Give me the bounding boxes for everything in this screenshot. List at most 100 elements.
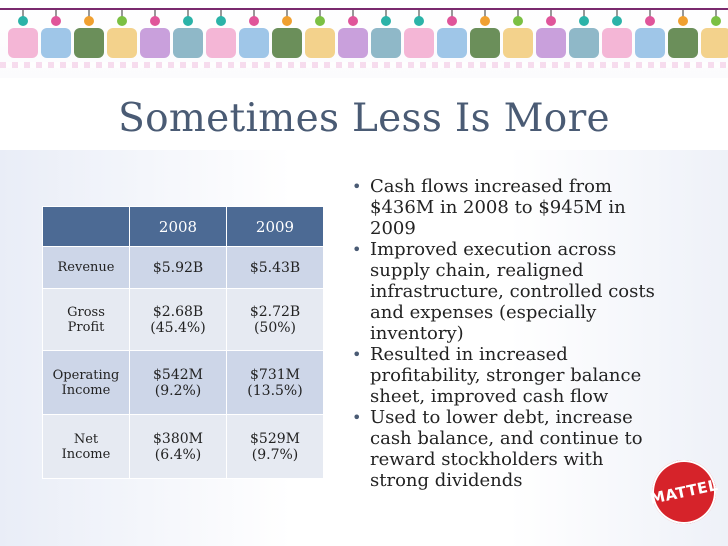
charm-string: [418, 10, 420, 18]
table-header-row: 2008 2009: [42, 206, 324, 247]
cell-line: $2.72B: [249, 303, 301, 320]
bullet-line: Cash flows increased from: [370, 176, 612, 197]
table-cell: $380M (6.4%): [129, 414, 227, 479]
charm-string: [319, 10, 321, 18]
charm-gem: [348, 16, 358, 26]
cell-line: $5.43B: [249, 259, 301, 276]
charm-string: [682, 10, 684, 18]
charm-string: [286, 10, 288, 18]
charm-gem: [249, 16, 259, 26]
table-header-cell: 2008: [129, 206, 227, 247]
row-label: Operating Income: [42, 350, 130, 415]
table-cell: $5.43B: [226, 246, 324, 289]
table-cell: $542M (9.2%): [129, 350, 227, 415]
charm-string: [220, 10, 222, 18]
slide-title: Sometimes Less Is More: [118, 96, 610, 141]
cell-line: Operating: [52, 367, 120, 383]
charm-string: [55, 10, 57, 18]
cell-line: (9.2%): [154, 382, 202, 399]
toy-picture: [239, 28, 269, 58]
cell-line: (13.5%): [247, 382, 303, 399]
bullet-line: Improved execution across: [370, 239, 617, 260]
charm-gem: [282, 16, 292, 26]
charm-gem: [579, 16, 589, 26]
toy-picture: [536, 28, 566, 58]
charm-gem: [645, 16, 655, 26]
charm-string: [583, 10, 585, 18]
logo-text: MATTEL: [648, 476, 720, 508]
bullet-line: Used to lower debt, increase: [370, 407, 633, 428]
charm-gem: [678, 16, 688, 26]
charm-gem: [183, 16, 193, 26]
cell-line: $542M: [153, 366, 203, 383]
toy-picture: [470, 28, 500, 58]
cell-line: $2.68B: [152, 303, 204, 320]
charm-string: [385, 10, 387, 18]
cell-line: $529M: [250, 430, 300, 447]
charm-string: [253, 10, 255, 18]
toy-picture: [107, 28, 137, 58]
table-cell: $5.92B: [129, 246, 227, 289]
cell-line: (50%): [253, 319, 297, 336]
bullet-item: • Used to lower debt, increase cash balanc…: [350, 407, 690, 491]
table-header-cell: [42, 206, 130, 247]
table-row: Operating Income $542M (9.2%) $731M (13.…: [42, 350, 324, 415]
bullet-dot-icon: •: [352, 240, 362, 259]
charm-gem: [216, 16, 226, 26]
toy-picture: [569, 28, 599, 58]
toy-picture: [206, 28, 236, 58]
bullet-item: • Improved execution across supply chain, …: [350, 239, 690, 344]
financial-table: 2008 2009 Revenue $5.92B $5.43B Gross Pr…: [42, 206, 324, 479]
toy-picture: [668, 28, 698, 58]
toy-picture: [371, 28, 401, 58]
charm-string: [352, 10, 354, 18]
cell-line: (6.4%): [154, 446, 202, 463]
charm-string: [616, 10, 618, 18]
charm-gem: [546, 16, 556, 26]
banner-string: [0, 8, 728, 10]
bullet-list: • Cash flows increased from $436M in 2008 …: [350, 176, 690, 491]
bullet-line: and expenses (especially: [370, 302, 597, 323]
bullet-line: sheet, improved cash flow: [370, 386, 609, 407]
bullet-item: • Cash flows increased from $436M in 2008 …: [350, 176, 690, 239]
toy-picture: [602, 28, 632, 58]
table-row: Revenue $5.92B $5.43B: [42, 246, 324, 289]
toy-picture: [635, 28, 665, 58]
charm-gem: [381, 16, 391, 26]
charm-gem: [315, 16, 325, 26]
charm-string: [451, 10, 453, 18]
charm-string: [88, 10, 90, 18]
toy-picture: [74, 28, 104, 58]
toy-picture: [173, 28, 203, 58]
table-cell: $529M (9.7%): [226, 414, 324, 479]
charm-string: [550, 10, 552, 18]
cell-line: $380M: [153, 430, 203, 447]
decorative-banner: [0, 0, 728, 78]
toy-picture: [338, 28, 368, 58]
charm-gem: [18, 16, 28, 26]
toy-picture: [701, 28, 728, 58]
charm-gem: [117, 16, 127, 26]
toy-picture: [41, 28, 71, 58]
row-label: Gross Profit: [42, 288, 130, 351]
toy-picture: [503, 28, 533, 58]
row-label: Net Income: [42, 414, 130, 479]
cell-line: (45.4%): [150, 319, 206, 336]
charm-string: [517, 10, 519, 18]
charm-string: [484, 10, 486, 18]
bullet-dot-icon: •: [352, 177, 362, 196]
toy-picture: [140, 28, 170, 58]
bullet-line: 2009: [370, 218, 416, 239]
cell-line: Gross: [67, 304, 105, 320]
bullet-line: strong dividends: [370, 470, 523, 491]
cell-line: Income: [61, 446, 111, 462]
table-header-cell: 2009: [226, 206, 324, 247]
banner-border: [0, 62, 728, 68]
table-cell: $731M (13.5%): [226, 350, 324, 415]
bullet-line: cash balance, and continue to: [370, 428, 643, 449]
cell-line: Net: [73, 431, 99, 447]
row-label: Revenue: [42, 246, 130, 289]
charm-gem: [51, 16, 61, 26]
charm-gem: [84, 16, 94, 26]
bullet-line: infrastructure, controlled costs: [370, 281, 655, 302]
